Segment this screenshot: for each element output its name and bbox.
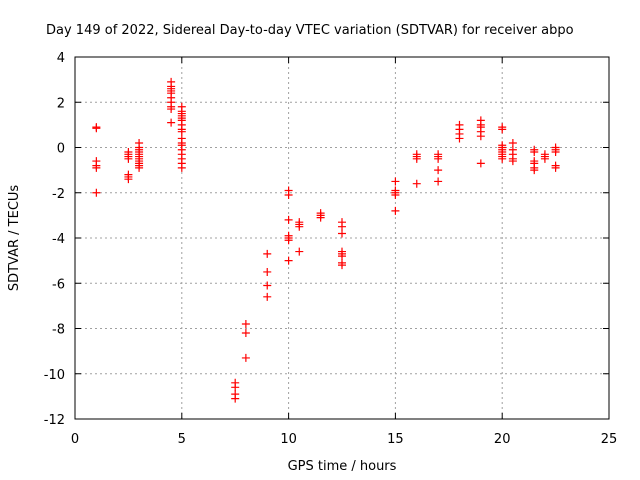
data-point xyxy=(263,249,272,258)
data-point xyxy=(295,247,304,256)
x-tick-label: 25 xyxy=(601,432,618,447)
data-point xyxy=(530,148,539,157)
chart-title: Day 149 of 2022, Sidereal Day-to-day VTE… xyxy=(46,23,574,38)
data-point xyxy=(316,213,325,222)
y-tick-label: 2 xyxy=(57,96,65,111)
data-point xyxy=(284,191,293,200)
data-point xyxy=(167,105,176,114)
x-tick-label: 15 xyxy=(387,432,404,447)
data-points xyxy=(92,77,560,403)
data-point xyxy=(338,252,346,261)
x-tick-label: 10 xyxy=(280,432,297,447)
data-point xyxy=(434,166,443,175)
data-point xyxy=(263,281,272,290)
data-point xyxy=(284,236,293,245)
data-point xyxy=(412,154,421,163)
y-tick-label: 0 xyxy=(57,142,65,157)
axis-ticks: -12 -10 -8 -6 -4 -2 0 2 4 0 5 10 15 20 25 xyxy=(44,51,618,447)
data-point xyxy=(231,394,240,403)
data-point xyxy=(434,154,443,163)
y-tick-label: -2 xyxy=(52,187,65,202)
grid xyxy=(75,57,609,419)
data-point xyxy=(498,125,507,134)
data-point xyxy=(92,163,101,172)
data-point xyxy=(508,138,517,147)
x-tick-label: 5 xyxy=(178,432,186,447)
data-point xyxy=(455,134,464,143)
data-point xyxy=(263,267,272,276)
data-point xyxy=(498,154,507,163)
data-point xyxy=(476,159,485,168)
data-point xyxy=(508,157,517,166)
data-point xyxy=(241,329,250,338)
data-point xyxy=(124,154,133,163)
data-point xyxy=(391,206,400,215)
data-point xyxy=(92,188,101,197)
x-tick-label: 20 xyxy=(494,432,511,447)
data-point xyxy=(92,124,101,133)
x-tick-label: 0 xyxy=(71,432,79,447)
data-point xyxy=(540,154,549,163)
data-point xyxy=(338,222,346,231)
y-tick-label: 4 xyxy=(57,51,65,66)
data-point xyxy=(177,163,186,172)
data-point xyxy=(241,353,250,362)
data-point xyxy=(476,132,485,141)
data-point xyxy=(295,222,304,231)
data-point xyxy=(338,229,346,238)
y-tick-label: -10 xyxy=(44,368,65,383)
data-point xyxy=(177,127,186,136)
data-point xyxy=(263,292,272,301)
data-point xyxy=(434,177,443,186)
data-point xyxy=(412,179,421,188)
data-point xyxy=(241,319,250,328)
data-point xyxy=(530,166,539,175)
data-point xyxy=(551,148,560,157)
y-tick-label: -6 xyxy=(52,277,65,292)
data-point xyxy=(338,261,346,270)
data-point xyxy=(391,191,400,200)
y-axis-label: SDTVAR / TECUs xyxy=(7,185,22,292)
x-axis-label: GPS time / hours xyxy=(288,459,397,474)
data-point xyxy=(124,175,133,184)
data-point xyxy=(135,163,144,172)
y-tick-label: -4 xyxy=(52,232,65,247)
data-point xyxy=(391,177,400,186)
data-point xyxy=(231,383,240,392)
data-point xyxy=(284,215,293,224)
data-point xyxy=(167,118,176,127)
y-tick-label: -8 xyxy=(52,323,65,338)
data-point xyxy=(551,163,560,172)
data-point xyxy=(284,256,293,265)
y-tick-label: -12 xyxy=(44,413,65,428)
